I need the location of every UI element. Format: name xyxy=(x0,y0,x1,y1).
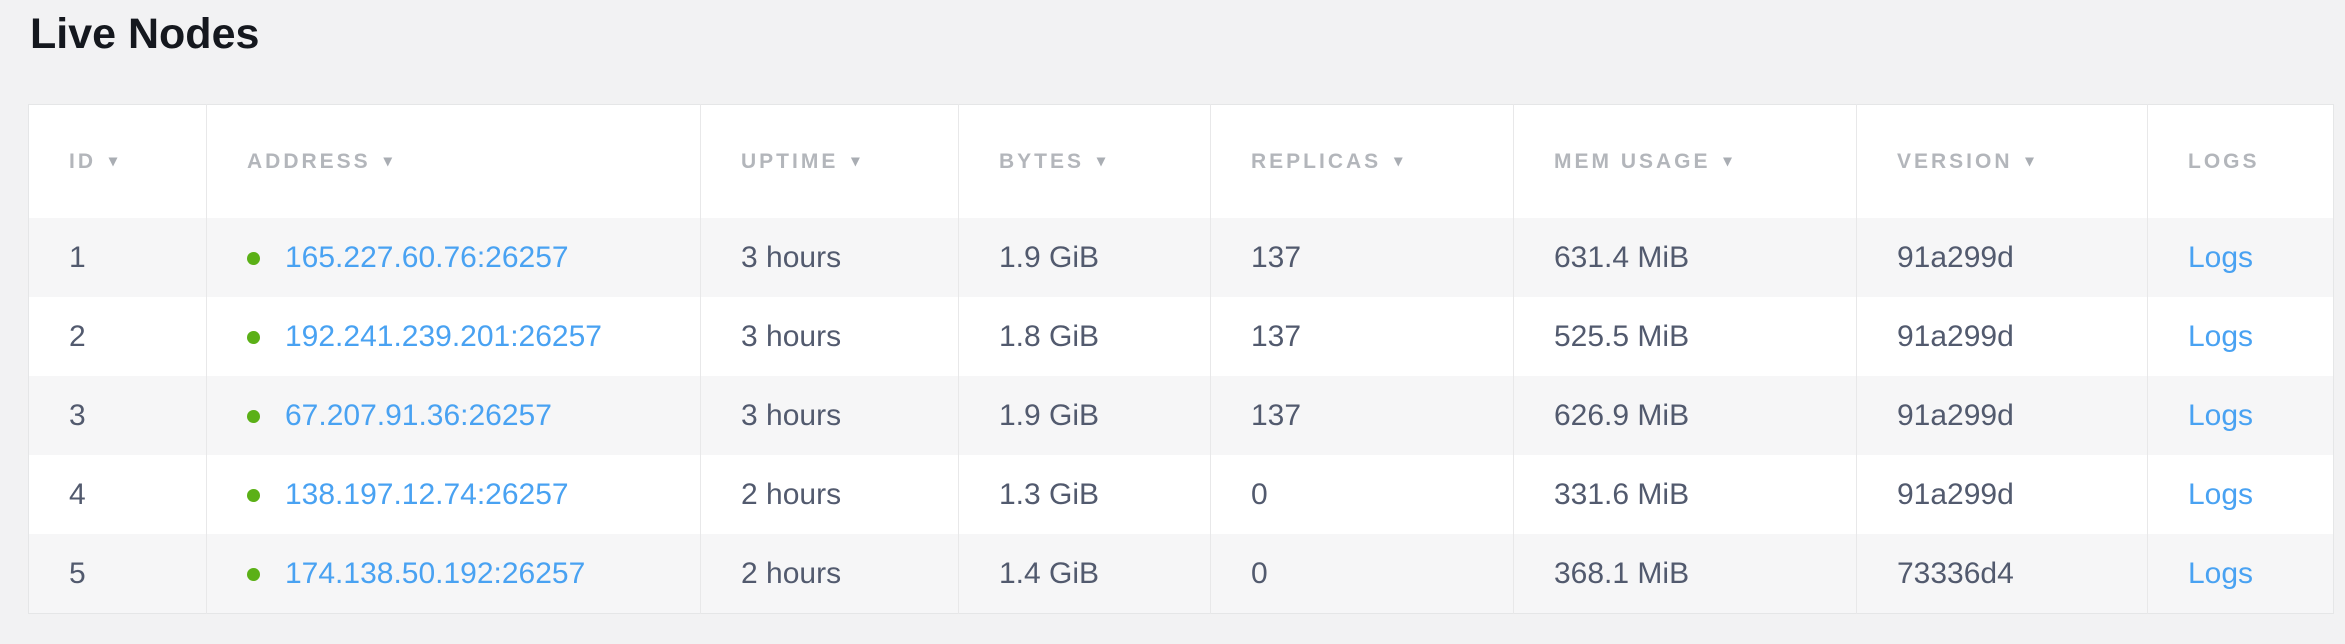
logs-link[interactable]: Logs xyxy=(2188,240,2254,274)
cell-uptime: 2 hours xyxy=(700,534,959,614)
cell-replicas: 137 xyxy=(1210,376,1514,455)
cell-address: 67.207.91.36:26257 xyxy=(206,376,701,455)
sort-arrow-icon: ▾ xyxy=(109,152,118,170)
column-header-label: BYTES xyxy=(999,149,1085,173)
sort-arrow-icon: ▾ xyxy=(1723,152,1732,170)
cell-version: 91a299d xyxy=(1856,297,2148,376)
cell-logs: Logs xyxy=(2147,455,2334,534)
cell-logs: Logs xyxy=(2147,376,2334,455)
table-row: 3 67.207.91.36:26257 3 hours 1.9 GiB 137… xyxy=(28,376,2334,455)
column-header-label: ID xyxy=(69,149,96,173)
table-row: 1 165.227.60.76:26257 3 hours 1.9 GiB 13… xyxy=(28,218,2334,297)
address-link[interactable]: 138.197.12.74:26257 xyxy=(285,477,569,511)
table-row: 4 138.197.12.74:26257 2 hours 1.3 GiB 0 … xyxy=(28,455,2334,534)
page-title: Live Nodes xyxy=(30,10,260,58)
cell-address: 174.138.50.192:26257 xyxy=(206,534,701,614)
cell-bytes: 1.4 GiB xyxy=(958,534,1211,614)
column-header-label: ADDRESS xyxy=(247,149,371,173)
cell-mem-usage: 368.1 MiB xyxy=(1513,534,1857,614)
table-row: 2 192.241.239.201:26257 3 hours 1.8 GiB … xyxy=(28,297,2334,376)
node-live-status-dot-icon xyxy=(247,409,260,423)
address-link[interactable]: 192.241.239.201:26257 xyxy=(285,319,602,353)
cell-logs: Logs xyxy=(2147,534,2334,614)
cell-node-id: 5 xyxy=(69,556,86,590)
sort-arrow-icon: ▾ xyxy=(851,152,860,170)
cell-version: 91a299d xyxy=(1856,455,2148,534)
column-header-logs: LOGS xyxy=(2147,104,2334,218)
address-link[interactable]: 165.227.60.76:26257 xyxy=(285,240,569,274)
cell-bytes: 1.9 GiB xyxy=(958,218,1211,297)
cell-uptime: 3 hours xyxy=(700,218,959,297)
cell-replicas: 0 xyxy=(1210,455,1514,534)
cell-logs: Logs xyxy=(2147,297,2334,376)
column-header-label: MEM USAGE xyxy=(1554,149,1711,173)
node-live-status-dot-icon xyxy=(247,251,260,265)
sort-arrow-icon: ▾ xyxy=(1097,152,1106,170)
column-header-id[interactable]: ID ▾ xyxy=(28,104,207,218)
column-header-replicas[interactable]: REPLICAS ▾ xyxy=(1210,104,1514,218)
live-nodes-table: ID ▾ ADDRESS ▾ UPTIME ▾ BYTES ▾ REPLICAS ▾ ME… xyxy=(28,104,2334,614)
cell-bytes: 1.8 GiB xyxy=(958,297,1211,376)
cell-bytes: 1.3 GiB xyxy=(958,455,1211,534)
cell-node-id: 2 xyxy=(69,319,86,353)
cell-mem-usage: 631.4 MiB xyxy=(1513,218,1857,297)
column-header-mem_usage[interactable]: MEM USAGE ▾ xyxy=(1513,104,1857,218)
column-header-label: VERSION xyxy=(1897,149,2013,173)
cell-uptime: 3 hours xyxy=(700,376,959,455)
logs-link[interactable]: Logs xyxy=(2188,319,2254,353)
cell-mem-usage: 626.9 MiB xyxy=(1513,376,1857,455)
logs-link[interactable]: Logs xyxy=(2188,477,2254,511)
cell-replicas: 137 xyxy=(1210,218,1514,297)
logs-link[interactable]: Logs xyxy=(2188,556,2254,590)
sort-arrow-icon: ▾ xyxy=(2025,152,2034,170)
column-header-label: REPLICAS xyxy=(1251,149,1382,173)
column-header-bytes[interactable]: BYTES ▾ xyxy=(958,104,1211,218)
column-header-version[interactable]: VERSION ▾ xyxy=(1856,104,2148,218)
address-link[interactable]: 174.138.50.192:26257 xyxy=(285,556,586,590)
table-body: 1 165.227.60.76:26257 3 hours 1.9 GiB 13… xyxy=(28,218,2334,614)
cell-node-id: 1 xyxy=(69,240,86,274)
cell-mem-usage: 525.5 MiB xyxy=(1513,297,1857,376)
cell-version: 73336d4 xyxy=(1856,534,2148,614)
table-header-row: ID ▾ ADDRESS ▾ UPTIME ▾ BYTES ▾ REPLICAS ▾ ME… xyxy=(28,104,2334,218)
cell-uptime: 3 hours xyxy=(700,297,959,376)
node-live-status-dot-icon xyxy=(247,488,260,502)
cell-address: 138.197.12.74:26257 xyxy=(206,455,701,534)
column-header-label: LOGS xyxy=(2188,149,2260,173)
cell-version: 91a299d xyxy=(1856,376,2148,455)
cell-replicas: 137 xyxy=(1210,297,1514,376)
cell-address: 192.241.239.201:26257 xyxy=(206,297,701,376)
logs-link[interactable]: Logs xyxy=(2188,398,2254,432)
node-live-status-dot-icon xyxy=(247,567,260,581)
cell-logs: Logs xyxy=(2147,218,2334,297)
cell-mem-usage: 331.6 MiB xyxy=(1513,455,1857,534)
column-header-label: UPTIME xyxy=(741,149,839,173)
cell-uptime: 2 hours xyxy=(700,455,959,534)
sort-arrow-icon: ▾ xyxy=(383,152,392,170)
address-link[interactable]: 67.207.91.36:26257 xyxy=(285,398,552,432)
cell-node-id: 3 xyxy=(69,398,86,432)
cell-bytes: 1.9 GiB xyxy=(958,376,1211,455)
node-live-status-dot-icon xyxy=(247,330,260,344)
column-header-address[interactable]: ADDRESS ▾ xyxy=(206,104,701,218)
cell-replicas: 0 xyxy=(1210,534,1514,614)
table-row: 5 174.138.50.192:26257 2 hours 1.4 GiB 0… xyxy=(28,534,2334,614)
column-header-uptime[interactable]: UPTIME ▾ xyxy=(700,104,959,218)
sort-arrow-icon: ▾ xyxy=(1394,152,1403,170)
cell-version: 91a299d xyxy=(1856,218,2148,297)
cell-node-id: 4 xyxy=(69,477,86,511)
cell-address: 165.227.60.76:26257 xyxy=(206,218,701,297)
